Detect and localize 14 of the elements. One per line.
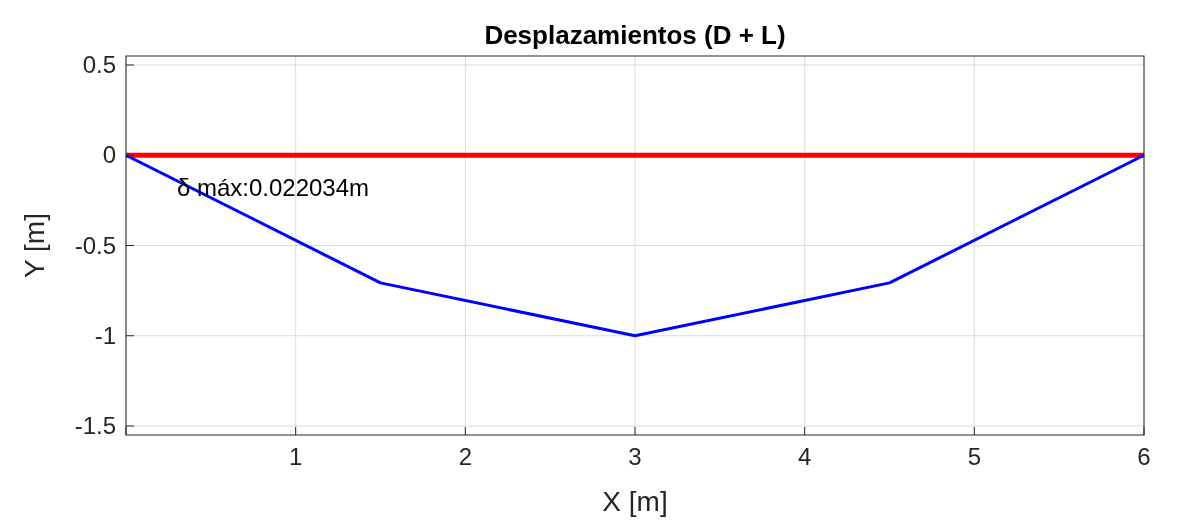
x-axis-title: X [m] bbox=[602, 486, 668, 517]
y-tick-label: -1 bbox=[94, 321, 116, 349]
x-tick-label: 5 bbox=[967, 443, 982, 470]
x-tick-label: 4 bbox=[797, 443, 812, 470]
y-tick-label: 0.5 bbox=[82, 51, 116, 79]
y-tick-label: -1.5 bbox=[74, 411, 116, 439]
x-tick-label: 6 bbox=[1137, 443, 1151, 470]
x-tick-label: 2 bbox=[458, 443, 473, 470]
y-tick-label: 0 bbox=[102, 141, 116, 169]
chart-title: Desplazamientos (D + L) bbox=[484, 20, 786, 50]
y-tick-label: -0.5 bbox=[74, 231, 116, 259]
y-axis-title: Y [m] bbox=[19, 213, 50, 278]
x-tick-label: 1 bbox=[288, 443, 303, 470]
x-tick-label: 3 bbox=[628, 443, 642, 470]
